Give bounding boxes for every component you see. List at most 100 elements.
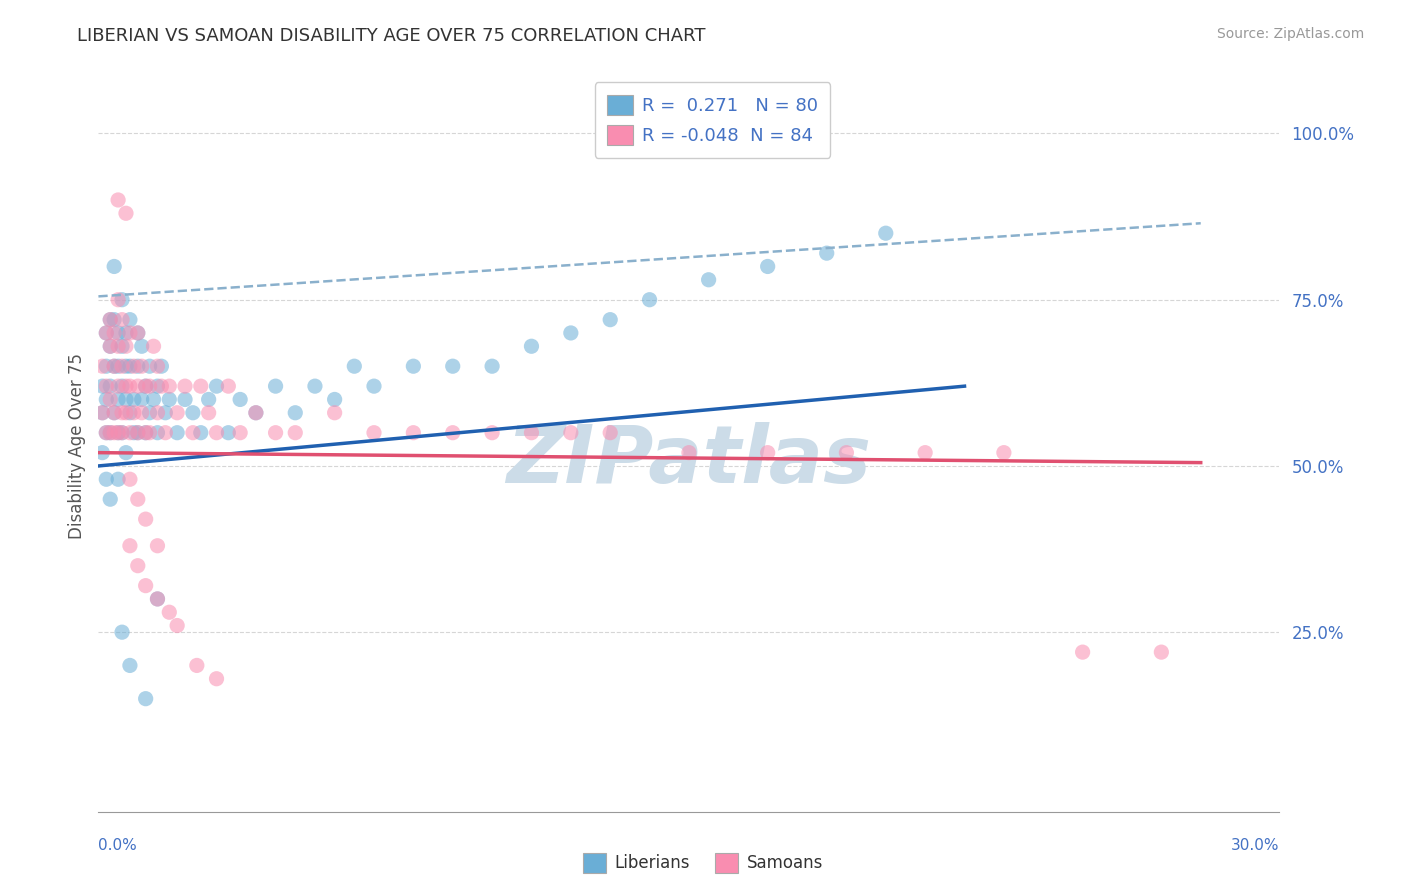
Samoans [150, 379, 173, 393]
Liberians [323, 392, 346, 407]
Samoans [118, 472, 141, 486]
Samoans [107, 193, 129, 207]
Samoans [96, 425, 118, 440]
Liberians [205, 379, 228, 393]
Liberians [103, 312, 125, 326]
Samoans [146, 539, 169, 553]
Liberians [127, 425, 149, 440]
Liberians [118, 406, 141, 420]
Samoans [560, 425, 582, 440]
Liberians [91, 406, 114, 420]
Samoans [118, 539, 141, 553]
Samoans [481, 425, 503, 440]
Liberians [363, 379, 385, 393]
Samoans [118, 425, 141, 440]
Liberians [98, 379, 121, 393]
Liberians [118, 312, 141, 326]
Liberians [98, 312, 121, 326]
Liberians [115, 359, 138, 374]
Liberians [166, 425, 188, 440]
Samoans [107, 425, 129, 440]
Liberians [127, 326, 149, 340]
Liberians [135, 379, 157, 393]
Liberians [111, 379, 134, 393]
Liberians [111, 339, 134, 353]
Samoans [127, 558, 149, 573]
Samoans [993, 445, 1015, 459]
Liberians [91, 445, 114, 459]
Samoans [115, 379, 138, 393]
Samoans [127, 326, 149, 340]
Liberians [131, 339, 153, 353]
Liberians [135, 425, 157, 440]
Samoans [599, 425, 621, 440]
Samoans [98, 392, 121, 407]
Liberians [217, 425, 239, 440]
Liberians [229, 392, 252, 407]
Samoans [678, 445, 700, 459]
Liberians [111, 625, 134, 640]
Liberians [190, 425, 212, 440]
Samoans [157, 605, 180, 619]
Liberians [127, 359, 149, 374]
Liberians [560, 326, 582, 340]
Samoans [115, 406, 138, 420]
Liberians [107, 359, 129, 374]
Samoans [166, 618, 188, 632]
Liberians [481, 359, 503, 374]
Samoans [131, 406, 153, 420]
Liberians [111, 293, 134, 307]
Liberians [520, 339, 543, 353]
Samoans [135, 425, 157, 440]
Liberians [157, 392, 180, 407]
Samoans [914, 445, 936, 459]
Samoans [103, 406, 125, 420]
Liberians [138, 359, 160, 374]
Samoans [284, 425, 307, 440]
Liberians [146, 425, 169, 440]
Samoans [756, 445, 779, 459]
Text: LIBERIAN VS SAMOAN DISABILITY AGE OVER 75 CORRELATION CHART: LIBERIAN VS SAMOAN DISABILITY AGE OVER 7… [77, 27, 706, 45]
Samoans [122, 406, 145, 420]
Samoans [118, 379, 141, 393]
Liberians [875, 226, 897, 240]
Liberians [138, 406, 160, 420]
Liberians [107, 326, 129, 340]
Samoans [217, 379, 239, 393]
Samoans [131, 359, 153, 374]
Samoans [229, 425, 252, 440]
Liberians [131, 392, 153, 407]
Samoans [186, 658, 208, 673]
Samoans [127, 492, 149, 507]
Liberians [103, 359, 125, 374]
Liberians [697, 273, 720, 287]
Samoans [91, 359, 114, 374]
Liberians [304, 379, 326, 393]
Samoans [155, 425, 177, 440]
Legend: Liberians, Samoans: Liberians, Samoans [576, 847, 830, 880]
Liberians [150, 359, 173, 374]
Text: 30.0%: 30.0% [1232, 838, 1279, 854]
Samoans [111, 359, 134, 374]
Samoans [146, 591, 169, 606]
Samoans [174, 379, 197, 393]
Liberians [599, 312, 621, 326]
Liberians [146, 591, 169, 606]
Samoans [520, 425, 543, 440]
Samoans [118, 326, 141, 340]
Text: Source: ZipAtlas.com: Source: ZipAtlas.com [1216, 27, 1364, 41]
Samoans [190, 379, 212, 393]
Samoans [835, 445, 858, 459]
Samoans [115, 339, 138, 353]
Liberians [174, 392, 197, 407]
Samoans [122, 359, 145, 374]
Liberians [118, 658, 141, 673]
Liberians [103, 260, 125, 274]
Samoans [135, 512, 157, 526]
Samoans [181, 425, 204, 440]
Liberians [103, 406, 125, 420]
Text: 0.0%: 0.0% [98, 838, 138, 854]
Liberians [98, 492, 121, 507]
Samoans [127, 425, 149, 440]
Liberians [107, 472, 129, 486]
